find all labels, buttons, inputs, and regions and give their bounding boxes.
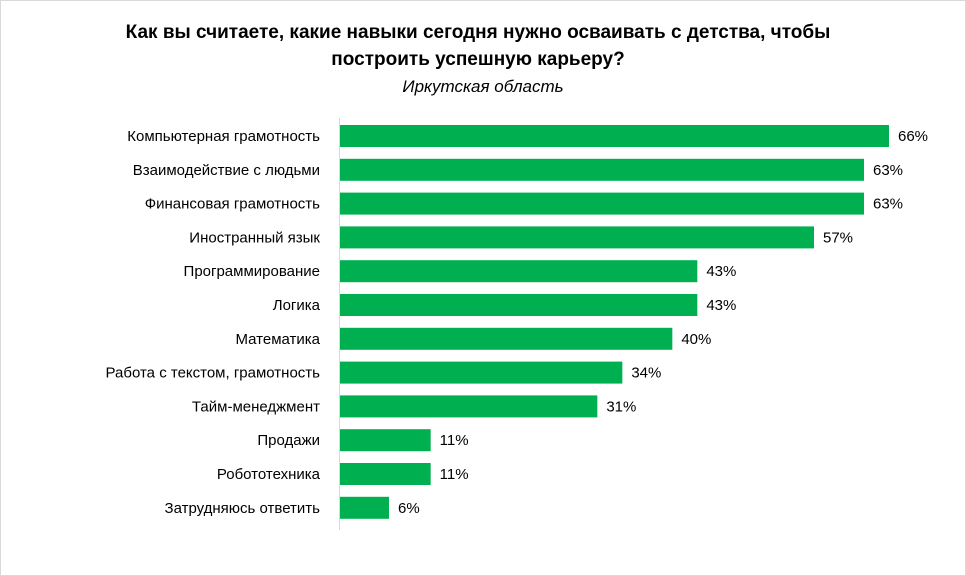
data-label: 57% xyxy=(823,229,853,246)
category-label: Иностранный язык xyxy=(189,229,320,246)
data-label: 43% xyxy=(706,263,736,280)
bar xyxy=(339,429,431,452)
category-label: Затрудняюсь ответить xyxy=(165,500,321,517)
bar xyxy=(339,361,623,384)
data-label: 31% xyxy=(606,398,636,415)
data-label: 11% xyxy=(440,432,469,449)
category-label: Продажи xyxy=(257,432,320,449)
bar xyxy=(339,125,889,147)
data-label: 11% xyxy=(440,466,469,483)
category-label: Взаимодействие с людьми xyxy=(133,162,320,179)
category-label: Финансовая грамотность xyxy=(145,196,320,213)
category-label: Робототехника xyxy=(217,466,321,483)
data-label: 66% xyxy=(898,128,928,145)
bar xyxy=(339,260,698,283)
data-label: 43% xyxy=(706,297,736,314)
data-label: 34% xyxy=(631,365,661,382)
data-label: 63% xyxy=(873,162,903,179)
category-label: Программирование xyxy=(184,263,320,280)
chart-title-line-2: построить успешную карьеру? xyxy=(331,49,625,70)
category-label: Математика xyxy=(235,331,320,348)
bar xyxy=(339,395,598,418)
bar xyxy=(339,327,673,350)
bar xyxy=(339,496,389,519)
bar xyxy=(339,192,864,215)
data-label: 40% xyxy=(681,331,711,348)
data-label: 63% xyxy=(873,196,903,213)
bar xyxy=(339,158,864,181)
category-label: Тайм-менеджмент xyxy=(192,398,320,415)
bar xyxy=(339,226,814,249)
category-label: Компьютерная грамотность xyxy=(127,128,320,145)
category-label: Логика xyxy=(273,297,321,314)
data-label: 6% xyxy=(398,500,420,517)
bar xyxy=(339,463,431,485)
chart-subtitle: Иркутская область xyxy=(402,77,564,96)
bar xyxy=(339,294,698,316)
chart-title-line-1: Как вы считаете, какие навыки сегодня ну… xyxy=(125,22,831,43)
category-label: Работа с текстом, грамотность xyxy=(106,365,321,382)
